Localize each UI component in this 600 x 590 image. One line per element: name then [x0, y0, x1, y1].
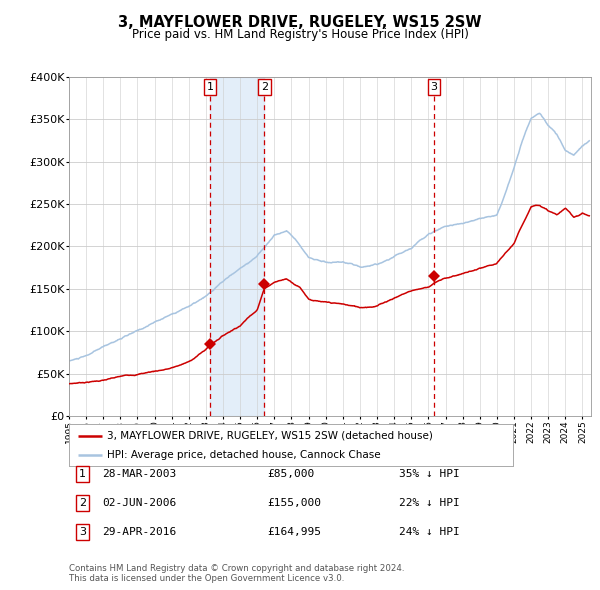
Text: 22% ↓ HPI: 22% ↓ HPI [399, 499, 460, 508]
Text: 02-JUN-2006: 02-JUN-2006 [102, 499, 176, 508]
Text: 1: 1 [79, 470, 86, 479]
Text: 2: 2 [261, 82, 268, 92]
Text: 3: 3 [431, 82, 437, 92]
Text: 24% ↓ HPI: 24% ↓ HPI [399, 527, 460, 537]
Text: 1: 1 [206, 82, 214, 92]
Text: 2: 2 [79, 499, 86, 508]
Text: £85,000: £85,000 [267, 470, 314, 479]
Text: Contains HM Land Registry data © Crown copyright and database right 2024.
This d: Contains HM Land Registry data © Crown c… [69, 563, 404, 583]
Text: 28-MAR-2003: 28-MAR-2003 [102, 470, 176, 479]
Text: 29-APR-2016: 29-APR-2016 [102, 527, 176, 537]
Text: £155,000: £155,000 [267, 499, 321, 508]
Text: HPI: Average price, detached house, Cannock Chase: HPI: Average price, detached house, Cann… [107, 450, 380, 460]
Text: Price paid vs. HM Land Registry's House Price Index (HPI): Price paid vs. HM Land Registry's House … [131, 28, 469, 41]
Text: 3, MAYFLOWER DRIVE, RUGELEY, WS15 2SW (detached house): 3, MAYFLOWER DRIVE, RUGELEY, WS15 2SW (d… [107, 431, 433, 441]
Text: 3: 3 [79, 527, 86, 537]
Bar [210, 77, 265, 416]
Text: £164,995: £164,995 [267, 527, 321, 537]
Text: 3, MAYFLOWER DRIVE, RUGELEY, WS15 2SW: 3, MAYFLOWER DRIVE, RUGELEY, WS15 2SW [118, 15, 482, 30]
Text: 35% ↓ HPI: 35% ↓ HPI [399, 470, 460, 479]
